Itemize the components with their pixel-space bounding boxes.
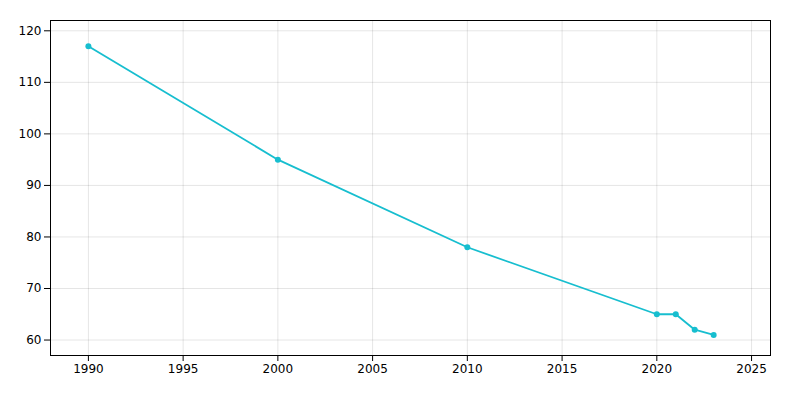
svg-text:2020: 2020 [642, 362, 673, 376]
svg-text:80: 80 [26, 230, 41, 244]
svg-text:70: 70 [26, 281, 41, 295]
svg-text:110: 110 [19, 75, 42, 89]
svg-text:1990: 1990 [73, 362, 104, 376]
svg-text:2010: 2010 [452, 362, 483, 376]
svg-text:2025: 2025 [736, 362, 767, 376]
svg-text:60: 60 [26, 333, 41, 347]
svg-text:2015: 2015 [547, 362, 578, 376]
svg-text:1995: 1995 [168, 362, 199, 376]
svg-text:2005: 2005 [357, 362, 388, 376]
svg-text:120: 120 [19, 24, 42, 38]
svg-text:100: 100 [19, 127, 42, 141]
svg-text:2000: 2000 [263, 362, 294, 376]
svg-text:90: 90 [26, 178, 41, 192]
